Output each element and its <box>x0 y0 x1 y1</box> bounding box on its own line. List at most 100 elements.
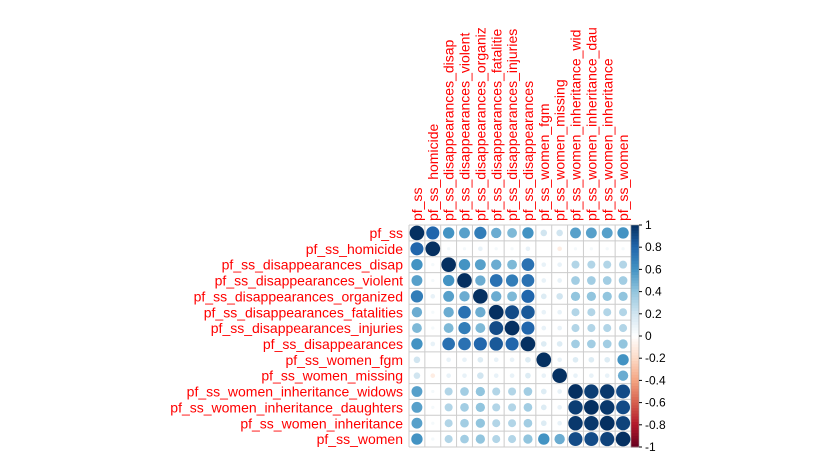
correlation-circle <box>411 433 423 445</box>
correlation-circle <box>618 339 628 349</box>
row-labels: pf_sspf_ss_homicidepf_ss_disappearances_… <box>170 225 403 447</box>
correlation-circle <box>541 262 547 267</box>
correlation-circle <box>587 324 596 333</box>
column-label: pf_ss_homicide <box>425 124 441 221</box>
legend-tick-label: 1 <box>645 218 652 232</box>
legend-swatch <box>631 424 639 429</box>
correlation-circle <box>616 416 631 431</box>
legend-swatch <box>631 366 639 370</box>
correlation-circle <box>442 227 455 239</box>
correlation-circle <box>443 307 454 318</box>
correlation-circle <box>431 405 435 409</box>
correlation-circle <box>540 404 547 411</box>
correlation-circle <box>447 247 451 251</box>
correlation-circle <box>411 307 423 318</box>
correlation-circle <box>540 420 547 427</box>
correlation-circle <box>556 341 563 347</box>
correlation-circle <box>584 432 599 447</box>
correlation-circle <box>619 324 628 333</box>
correlation-circle <box>431 310 435 314</box>
correlation-circle <box>426 226 440 240</box>
correlation-circle <box>557 262 562 267</box>
correlation-circle <box>510 247 514 251</box>
correlation-circle <box>411 401 423 413</box>
correlation-circle <box>523 434 533 444</box>
legend-swatch <box>631 236 639 240</box>
correlation-circle <box>446 373 451 378</box>
legend-swatch <box>631 380 639 384</box>
column-label: pf_ss_disappearances_injuries <box>504 29 520 221</box>
correlation-circle <box>522 227 534 239</box>
correlation-circle <box>493 357 499 363</box>
legend-swatch <box>631 319 639 323</box>
correlation-circle <box>508 435 517 444</box>
correlation-circle <box>457 273 472 288</box>
correlation-circle <box>504 320 520 336</box>
correlation-circle <box>411 258 423 271</box>
correlation-circle <box>603 260 612 269</box>
legend-swatch <box>631 358 639 362</box>
correlation-circle <box>507 228 517 238</box>
legend-swatch <box>631 394 639 398</box>
correlation-circle <box>552 368 567 383</box>
correlation-circle <box>573 373 578 378</box>
correlation-circle <box>492 419 501 428</box>
legend-swatch <box>631 274 639 279</box>
correlation-circle <box>458 258 471 271</box>
correlation-circle <box>603 308 612 317</box>
correlation-circle <box>521 274 535 287</box>
legend-swatch <box>631 286 639 290</box>
legend-swatch <box>631 324 639 329</box>
correlation-circle <box>507 259 517 270</box>
legend-swatch <box>631 438 639 442</box>
correlation-circle <box>523 403 533 412</box>
legend-swatch <box>631 372 639 376</box>
column-label: pf_ss_women_inheritance_dau <box>583 27 599 221</box>
correlation-circle <box>489 337 503 351</box>
correlation-circle <box>430 373 436 378</box>
row-label: pf_ss_women_inheritance_widows <box>187 384 403 400</box>
legend-swatch <box>631 280 639 284</box>
correlation-circle <box>430 294 436 299</box>
legend-tick-label: -1 <box>645 440 656 453</box>
correlation-circle <box>446 357 451 363</box>
legend-swatch <box>631 336 639 340</box>
column-label: pf_ss_disappearances_disap <box>441 39 457 221</box>
correlation-circle <box>475 418 485 428</box>
legend-swatch <box>631 338 639 343</box>
correlation-circle <box>475 323 486 333</box>
legend-tick-label: 0.6 <box>645 262 662 276</box>
correlation-circle <box>431 263 435 267</box>
correlation-circle <box>489 321 504 336</box>
legend-swatch <box>631 422 639 426</box>
correlation-circle <box>411 386 423 397</box>
correlation-circle <box>525 246 531 252</box>
correlation-circle <box>571 308 580 317</box>
legend-swatch <box>631 241 639 245</box>
correlation-circle <box>557 325 562 331</box>
correlation-circle <box>525 372 531 379</box>
correlation-circle <box>599 400 615 415</box>
column-label: pf_ss_disappearances_fatalitie <box>488 29 504 221</box>
correlation-circle <box>494 247 498 251</box>
legend-swatch <box>631 410 639 415</box>
legend-swatch <box>631 291 639 295</box>
correlation-circle <box>568 432 583 447</box>
legend-swatch <box>631 294 639 298</box>
legend-swatch <box>631 374 639 379</box>
correlation-circle <box>473 337 487 351</box>
correlation-circle <box>411 338 423 350</box>
correlation-circle <box>554 433 565 445</box>
correlation-circle <box>462 357 467 363</box>
legend-swatch <box>631 247 639 251</box>
legend-swatch <box>631 383 639 387</box>
correlation-circle <box>431 421 435 425</box>
legend-swatch <box>631 388 639 392</box>
column-label: pf_ss <box>409 188 425 221</box>
legend-swatch <box>631 269 639 273</box>
row-label: pf_ss_women_fgm <box>285 352 403 368</box>
legend-swatch <box>631 444 639 448</box>
correlation-circle <box>571 276 580 285</box>
correlation-circle <box>477 356 484 363</box>
correlation-circle <box>521 258 535 271</box>
